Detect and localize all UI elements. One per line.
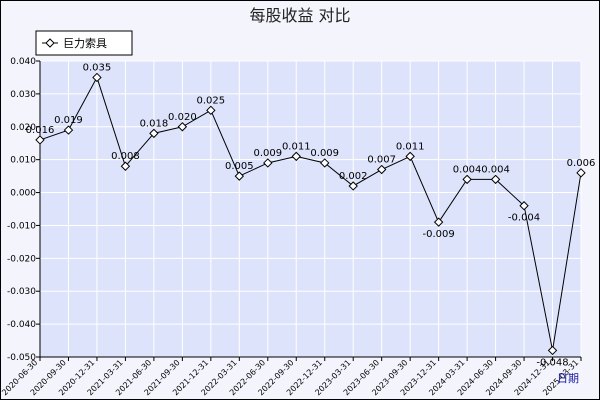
- data-point: [348, 181, 358, 191]
- data-label: 0.002: [339, 171, 368, 182]
- data-point: [376, 164, 387, 175]
- y-tick-label: 0.030: [10, 90, 36, 100]
- data-point: [547, 345, 558, 356]
- data-point: [206, 105, 216, 116]
- data-point: [490, 174, 501, 185]
- data-point: [291, 151, 301, 162]
- axes: [39, 61, 581, 358]
- data-label: 0.004: [481, 164, 510, 175]
- data-point: [576, 168, 586, 178]
- y-tick-label: -0.030: [7, 287, 36, 297]
- legend-marker: [45, 38, 55, 48]
- y-tick-label: 0.010: [10, 156, 36, 166]
- plot-area: [40, 61, 581, 357]
- series-line: [39, 76, 582, 351]
- data-point: [63, 125, 74, 135]
- data-point: [234, 171, 245, 181]
- data-label: 0.011: [396, 141, 425, 152]
- data-point: [120, 161, 131, 171]
- data-point: [462, 174, 472, 185]
- y-tick-label: 0.020: [10, 123, 36, 133]
- y-tick-label: -0.040: [7, 320, 36, 330]
- data-label: 0.005: [225, 161, 254, 172]
- data-point: [149, 128, 159, 139]
- data-label: 0.016: [26, 125, 55, 136]
- data-label: 0.006: [567, 158, 596, 169]
- data-label: 0.009: [253, 148, 282, 159]
- data-label: 0.019: [54, 115, 83, 126]
- y-tick-label: -0.020: [7, 254, 36, 264]
- data-label: 0.007: [367, 155, 396, 166]
- data-point: [320, 158, 330, 168]
- data-label: -0.048: [536, 357, 568, 368]
- x-axis-ticks: 2020-06-302020-09-302020-12-312021-03-31…: [0, 357, 582, 397]
- data-label: 0.035: [83, 62, 112, 73]
- data-label: -0.004: [508, 213, 540, 224]
- data-label: 0.011: [282, 141, 311, 152]
- series-layer: [35, 72, 586, 356]
- data-point: [177, 122, 188, 132]
- x-axis-unit-label: 日期: [557, 372, 579, 385]
- y-tick-label: 0.000: [10, 189, 36, 199]
- data-point: [405, 151, 415, 162]
- data-point: [433, 217, 444, 227]
- data-point: [263, 158, 273, 168]
- data-point: [35, 135, 45, 145]
- legend-entry: 巨力索具: [63, 36, 107, 50]
- data-point: [519, 201, 529, 211]
- data-label: 0.018: [140, 118, 169, 129]
- y-tick-label: 0.040: [10, 57, 36, 67]
- data-label: 0.008: [111, 151, 140, 162]
- chart-title: 每股收益 对比: [249, 6, 350, 25]
- y-axis-ticks: -0.050 -0.040 -0.030 -0.020 -0.010 0.000 0.010…: [7, 57, 40, 363]
- data-point: [92, 72, 102, 83]
- data-label: 0.009: [310, 148, 339, 159]
- data-label: 0.020: [168, 112, 197, 123]
- data-label: -0.009: [423, 229, 455, 240]
- data-label: 0.025: [197, 95, 226, 106]
- y-tick-label: -0.050: [7, 353, 36, 363]
- data-label: 0.004: [453, 164, 482, 175]
- y-tick-label: -0.010: [7, 221, 36, 231]
- legend: 巨力索具: [35, 30, 133, 56]
